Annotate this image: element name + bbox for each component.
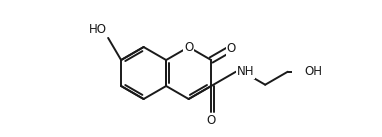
Text: NH: NH — [237, 65, 254, 78]
Text: O: O — [184, 41, 193, 54]
Text: OH: OH — [304, 65, 323, 78]
Text: HO: HO — [89, 23, 107, 36]
Text: O: O — [227, 42, 236, 55]
Text: O: O — [207, 114, 216, 127]
